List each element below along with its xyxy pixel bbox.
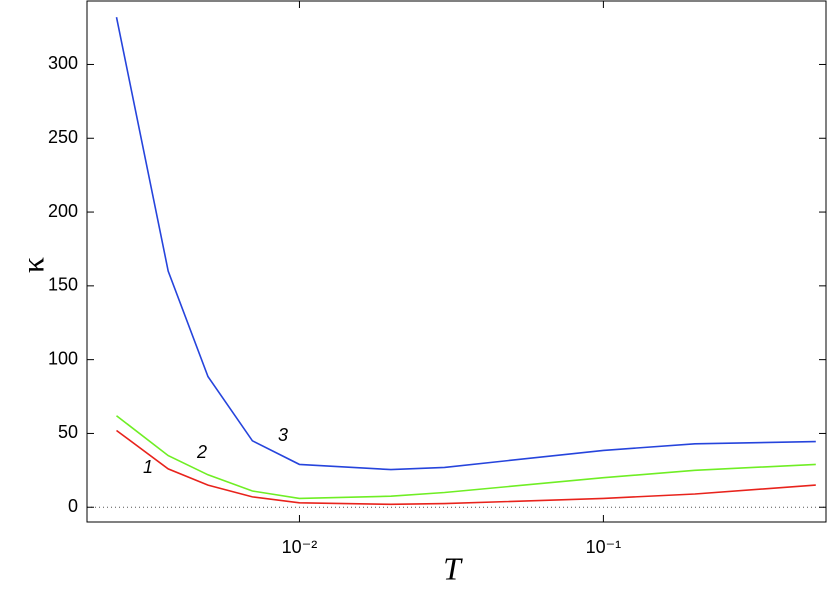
y-tick-label: 150 [48,275,78,295]
series-label: 3 [278,425,288,445]
y-tick-label: 300 [48,53,78,73]
x-tick-label: 10⁻² [282,537,318,557]
x-tick-label: 10⁻¹ [586,537,622,557]
y-tick-label: 200 [48,201,78,221]
y-tick-label: 50 [58,422,78,442]
series-label: 1 [143,457,153,477]
y-tick-label: 250 [48,127,78,147]
series-line [115,17,816,471]
plot-frame [86,0,827,523]
y-axis-label: κ [14,257,50,273]
y-tick-label: 100 [48,348,78,368]
x-axis-label: T [443,550,463,586]
y-tick-label: 0 [68,496,78,516]
series-line [116,415,816,500]
series-line [116,429,816,506]
series-label: 2 [196,442,207,462]
